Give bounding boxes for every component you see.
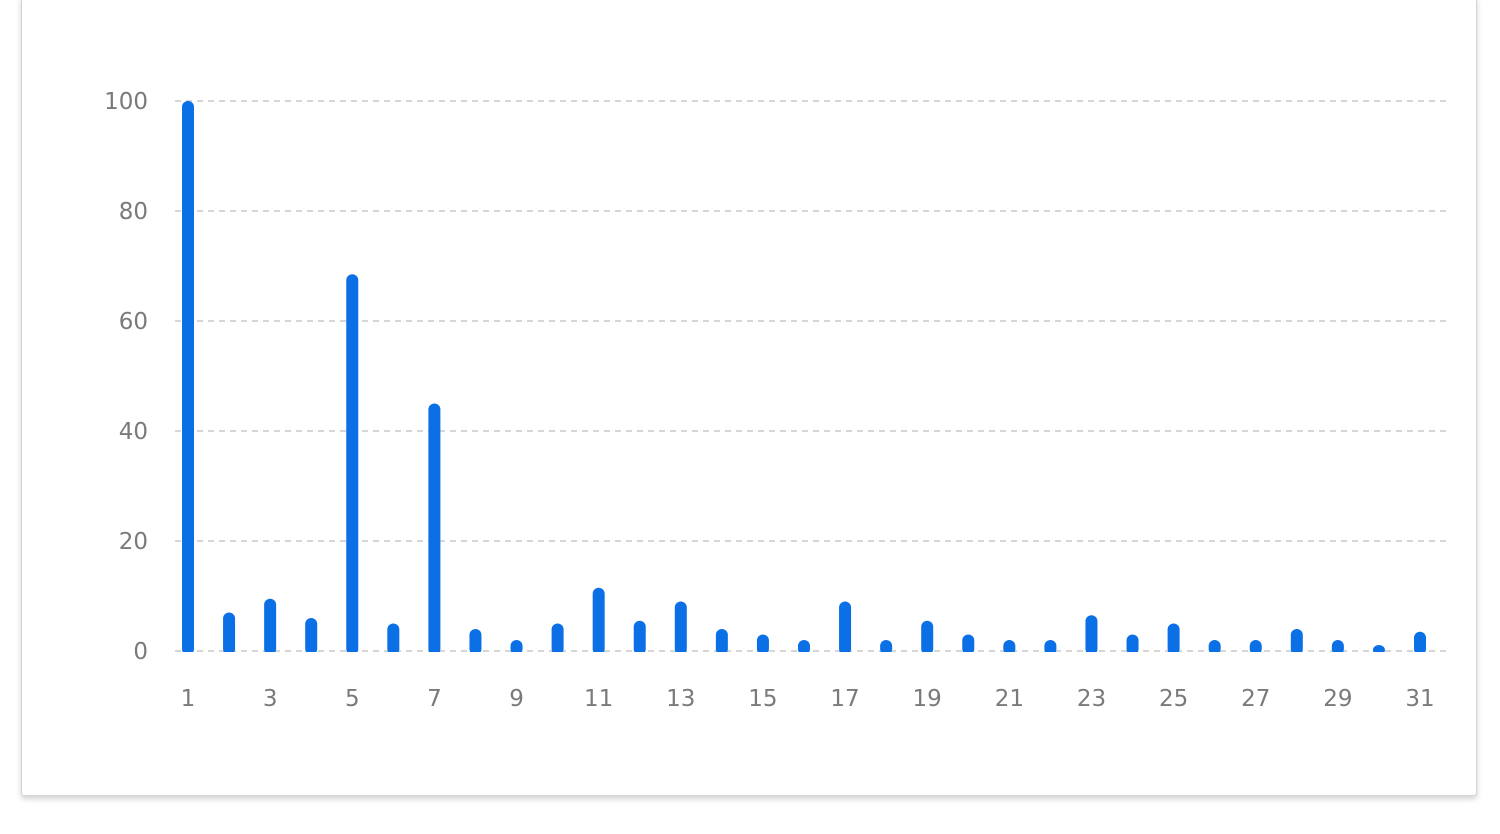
bar-7 bbox=[428, 403, 441, 655]
y-tick-label: 0 bbox=[133, 639, 148, 665]
bar-1 bbox=[182, 101, 194, 655]
grid-lines bbox=[175, 100, 1447, 652]
x-axis-ticks: 1 3 5 7 9 11 13 15 17 19 21 23 25 27 29 31 bbox=[181, 686, 1435, 712]
bar-28 bbox=[1290, 629, 1303, 655]
bar-27 bbox=[1249, 640, 1262, 655]
x-tick-label: 27 bbox=[1241, 686, 1270, 712]
bar-10 bbox=[551, 623, 564, 655]
bar-26 bbox=[1208, 640, 1221, 655]
bar-8 bbox=[469, 629, 482, 655]
bar-18 bbox=[880, 640, 893, 655]
bar-6 bbox=[387, 623, 400, 655]
bar-21 bbox=[1003, 640, 1016, 655]
bar-12 bbox=[633, 620, 646, 655]
x-tick-label: 9 bbox=[509, 686, 524, 712]
x-tick-label: 11 bbox=[584, 686, 613, 712]
bar-2 bbox=[223, 612, 236, 655]
x-tick-label: 15 bbox=[748, 686, 777, 712]
y-tick-label: 100 bbox=[104, 89, 148, 115]
bar-15 bbox=[756, 634, 769, 655]
x-tick-label: 19 bbox=[913, 686, 942, 712]
x-tick-label: 13 bbox=[666, 686, 695, 712]
bar-31 bbox=[1414, 631, 1426, 655]
bar-29 bbox=[1331, 640, 1344, 655]
bar-17 bbox=[839, 601, 852, 655]
bars bbox=[175, 101, 1447, 662]
bar-16 bbox=[798, 640, 810, 655]
bar-20 bbox=[962, 634, 975, 655]
x-tick-label: 21 bbox=[995, 686, 1024, 712]
y-tick-label: 60 bbox=[119, 309, 148, 335]
y-axis-ticks: 0 20 40 60 80 100 bbox=[104, 89, 148, 665]
chart-card bbox=[21, 0, 1477, 796]
bar-23 bbox=[1085, 615, 1098, 655]
bar-11 bbox=[592, 587, 605, 655]
x-tick-label: 17 bbox=[830, 686, 859, 712]
bar-19 bbox=[921, 620, 934, 655]
x-tick-label: 7 bbox=[427, 686, 442, 712]
x-tick-label: 1 bbox=[181, 686, 196, 712]
bar-22 bbox=[1044, 640, 1057, 655]
x-tick-label: 29 bbox=[1323, 686, 1352, 712]
bar-9 bbox=[510, 640, 523, 655]
y-tick-label: 20 bbox=[119, 529, 148, 555]
bar-13 bbox=[674, 601, 687, 655]
bar-24 bbox=[1126, 634, 1139, 655]
y-tick-label: 40 bbox=[119, 419, 148, 445]
baseline-mask bbox=[175, 652, 1447, 662]
bar-5 bbox=[346, 274, 359, 655]
x-tick-label: 5 bbox=[345, 686, 360, 712]
x-tick-label: 25 bbox=[1159, 686, 1188, 712]
bar-4 bbox=[305, 618, 318, 655]
x-tick-label: 23 bbox=[1077, 686, 1106, 712]
x-tick-label: 31 bbox=[1405, 686, 1434, 712]
bar-3 bbox=[264, 598, 277, 655]
bar-25 bbox=[1167, 623, 1180, 655]
bar-14 bbox=[715, 629, 728, 655]
x-tick-label: 3 bbox=[263, 686, 278, 712]
y-tick-label: 80 bbox=[119, 199, 148, 225]
